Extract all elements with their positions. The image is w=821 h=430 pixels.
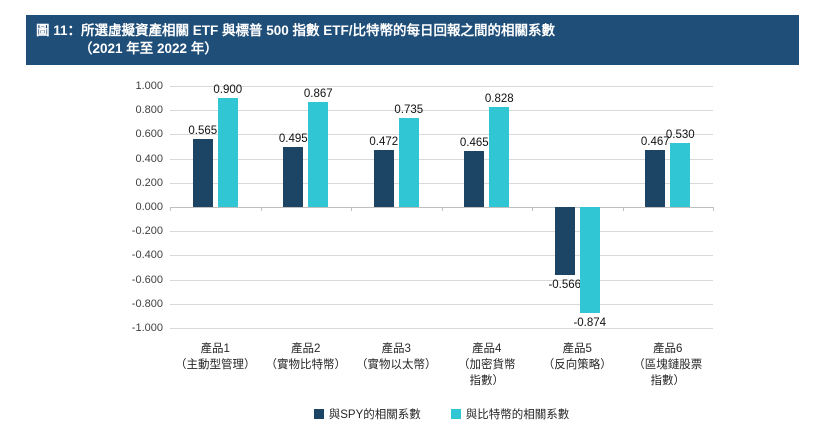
x-category-name: 產品4 [472,343,502,355]
bar-value-label: 0.495 [278,133,308,146]
axis-tick [351,207,352,211]
bar-value-label: 0.530 [665,128,695,141]
y-tick-label: 0.000 [135,201,163,213]
x-category-label: 產品2 （實物比特幣） [256,341,357,373]
x-category-subline: 指數） [469,375,505,387]
gridline [170,303,713,305]
bar-value-label: 0.735 [394,104,424,117]
gridline [170,110,713,112]
y-tick-label: -0.600 [131,273,163,286]
axis-tick [441,207,443,211]
y-tick-label: 0.800 [135,104,163,117]
gridline [170,279,713,281]
bar-value-label: 0.565 [188,124,218,137]
y-tick-label: 0.200 [135,176,163,189]
chart: 1.000 0.800 0.600 0.400 0.200 0.000 -0.200 -0.4… [0,65,821,430]
bar-value-label: 0.900 [213,84,243,97]
bar [489,106,510,207]
x-category-label: 產品5 （反向策略） [527,341,628,373]
y-tick-label: -1.000 [131,322,163,334]
x-category-subline: （實物比特幣） [265,359,347,371]
bar-value-label: 0.472 [369,135,399,148]
x-category-subline: （區塊鏈股票 [633,359,703,371]
gridline [170,255,713,257]
bar-value-label: 0.867 [303,88,333,101]
y-tick-label: -0.800 [131,297,163,310]
x-category-subline: （實物以太幣） [356,359,437,371]
gridline [170,86,713,87]
axis-tick [622,207,624,211]
bar-value-label: -0.874 [573,316,607,329]
gridline [170,134,713,136]
bar [308,102,329,207]
bar [554,207,575,276]
legend-swatch [450,409,461,419]
legend-swatch [313,409,324,419]
y-tick-label: 0.600 [135,128,163,141]
x-category-subline: （反向策略） [542,359,612,371]
bar [192,138,213,207]
bar [373,149,394,207]
figure-title-line2: （2021 年至 2022 年） [79,41,218,56]
bar-value-label: -0.566 [548,279,582,292]
x-category-subline: （主動型管理） [175,359,256,371]
bar [670,142,691,207]
x-category-label: 產品4 （加密貨幣指數） [437,341,538,389]
axis-tick [532,207,533,211]
x-category-label: 產品1 （主動型管理） [165,341,266,373]
axis-tick [713,207,714,211]
gridline [170,328,713,329]
bar [464,150,485,207]
bar [645,150,666,207]
bar-value-label: 0.467 [640,136,670,149]
x-category-name: 產品2 [291,343,321,355]
y-tick-label: 1.000 [135,80,163,92]
x-category-name: 產品6 [653,343,683,355]
gridline [170,158,713,160]
legend-item: 與比特幣的相關系數 [450,406,570,422]
x-category-subline: 指數） [650,375,686,387]
bar [579,207,600,313]
bar [217,98,238,207]
y-tick-label: 0.400 [135,152,163,165]
bar-value-label: 0.465 [459,136,489,149]
gridline [170,231,713,233]
legend: 與SPY的相關系數 與比特幣的相關系數 [170,406,713,422]
x-category-label: 產品6 （區塊鏈股票 指數） [618,341,719,389]
x-category-subline: （加密貨幣 [458,359,516,371]
legend-label: 與SPY的相關系數 [328,409,421,421]
x-category-label: 產品3 （實物以太幣） [346,341,447,373]
figure-title-bar: 圖 11：所選虛擬資產相關 ETF 與標普 500 指數 ETF/比特幣的每日回… [26,15,799,65]
y-tick-label: -0.400 [131,249,163,262]
axis-tick [170,207,171,211]
bar [283,147,304,207]
legend-item: 與SPY的相關系數 [313,406,421,422]
y-tick-label: -0.200 [131,225,163,238]
x-category-name: 產品3 [381,343,411,355]
figure-title-line1: 圖 11：所選虛擬資產相關 ETF 與標普 500 指數 ETF/比特幣的每日回… [36,23,556,38]
bar-value-label: 0.828 [484,92,514,105]
axis-tick [260,207,262,211]
x-category-name: 產品1 [200,343,230,355]
gridline [170,182,713,184]
x-category-name: 產品5 [562,343,592,355]
bar [398,118,419,207]
legend-label: 與比特幣的相關系數 [465,409,570,421]
